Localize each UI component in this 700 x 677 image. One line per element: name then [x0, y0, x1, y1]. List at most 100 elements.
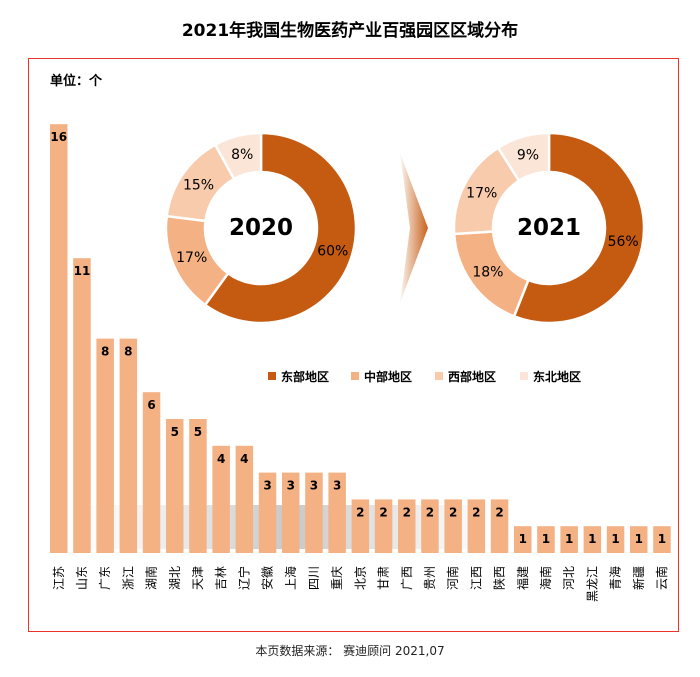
donut-slice-label: 8% — [231, 147, 253, 163]
bar-山东 — [73, 258, 91, 553]
legend-label: 西部地区 — [448, 369, 496, 384]
category-label: 重庆 — [330, 566, 344, 590]
bar-value-label: 5 — [194, 425, 202, 439]
category-label: 甘肃 — [377, 566, 391, 590]
donut-slice-东北地区 — [496, 131, 551, 183]
bar-value-label: 8 — [124, 345, 132, 359]
bar-广东 — [96, 338, 114, 553]
bar-value-label: 3 — [333, 479, 341, 493]
bar-安徽 — [258, 472, 277, 553]
bar-value-label: 2 — [403, 505, 411, 519]
bar-value-label: 3 — [263, 479, 271, 493]
category-label: 江西 — [469, 566, 483, 590]
category-label: 河南 — [445, 566, 460, 590]
bar-新疆 — [630, 526, 648, 553]
category-label: 江苏 — [52, 566, 66, 590]
donut-slice-label: 17% — [176, 250, 207, 266]
donut-slice-东部地区 — [512, 131, 646, 325]
donut-slice-东部地区 — [203, 131, 358, 325]
bar-value-label: 16 — [50, 130, 67, 144]
category-label: 广东 — [98, 566, 112, 590]
bar-series: 16江苏11山东8广东8浙江6湖南5湖北5天津4吉林4辽宁3安徽3上海3四川3重… — [50, 124, 671, 602]
legend-label: 东北地区 — [533, 369, 581, 384]
category-label: 湖北 — [167, 566, 182, 590]
bar-北京 — [351, 499, 370, 553]
donut-2021: 56% 18% 17% 9% 2021 — [452, 131, 646, 325]
legend-swatch — [435, 372, 443, 380]
category-label: 北京 — [353, 566, 367, 590]
bar-青海 — [606, 526, 625, 553]
bar-黑龙江 — [583, 526, 602, 553]
bar-value-label: 1 — [635, 532, 643, 546]
bar-湖北 — [166, 419, 184, 553]
donut-slice-label: 18% — [472, 264, 503, 280]
chart-title: 2021年我国生物医药产业百强园区区域分布 — [181, 21, 519, 41]
bar-河南 — [444, 499, 462, 553]
category-label: 海南 — [538, 566, 553, 590]
legend-swatch — [520, 372, 528, 380]
bar-value-label: 4 — [217, 452, 225, 466]
bar-吉林 — [212, 445, 230, 553]
chart-frame — [28, 58, 679, 632]
bar-value-label: 1 — [588, 532, 596, 546]
bar-江苏 — [50, 124, 68, 553]
legend-label: 东部地区 — [281, 369, 329, 384]
legend-label: 中部地区 — [364, 369, 412, 384]
bar-云南 — [653, 526, 671, 553]
bar-天津 — [189, 419, 207, 553]
donut-slice-label: 56% — [608, 234, 639, 250]
legend-swatch — [351, 372, 359, 380]
donut-center-year: 2020 — [229, 215, 293, 241]
donut-slice-label: 9% — [517, 147, 539, 163]
donut-2020: 60% 17% 15% 8% 2020 — [164, 131, 358, 325]
category-label: 陕西 — [492, 566, 507, 590]
bar-value-label: 1 — [565, 532, 573, 546]
bar-贵州 — [421, 499, 439, 553]
donut-slice-东北地区 — [213, 131, 263, 181]
bar-广西 — [398, 499, 416, 553]
bar-陕西 — [490, 499, 509, 553]
bar-四川 — [305, 472, 323, 553]
category-label: 上海 — [283, 566, 298, 590]
source-note: 本页数据来源： 赛迪顾问 2021,07 — [255, 644, 445, 658]
bar-value-label: 6 — [147, 398, 155, 412]
bar-海南 — [537, 526, 555, 553]
category-label: 新疆 — [631, 566, 646, 590]
donut-slice-label: 15% — [183, 178, 214, 194]
category-label: 安徽 — [260, 566, 275, 590]
bar-甘肃 — [374, 499, 393, 553]
bar-value-label: 1 — [519, 532, 527, 546]
category-label: 广西 — [400, 566, 414, 590]
donut-slice-label: 17% — [466, 186, 497, 202]
category-label: 湖南 — [144, 566, 159, 590]
bar-value-label: 3 — [310, 479, 318, 493]
category-label: 辽宁 — [236, 566, 251, 590]
bar-湖南 — [142, 392, 161, 553]
bar-重庆 — [328, 472, 346, 553]
unit-label: 单位：个 — [50, 74, 103, 89]
legend-swatch — [268, 372, 276, 380]
arrow-icon — [400, 153, 428, 303]
category-label: 吉林 — [214, 566, 228, 590]
bar-value-label: 2 — [472, 505, 480, 519]
bar-value-label: 2 — [379, 505, 387, 519]
bar-value-label: 11 — [74, 264, 91, 278]
category-label: 福建 — [515, 566, 530, 590]
category-label: 天津 — [191, 566, 205, 590]
bar-value-label: 5 — [171, 425, 179, 439]
donut-charts: 60% 17% 15% 8% 2020 56% 18% 17% 9% 2021 — [164, 131, 646, 325]
legend: 东部地区 中部地区 西部地区 东北地区 — [268, 369, 581, 384]
category-label: 云南 — [654, 566, 669, 590]
category-label: 黑龙江 — [585, 566, 599, 602]
bar-上海 — [282, 472, 300, 553]
donut-center-year: 2021 — [517, 215, 581, 241]
category-label: 河北 — [562, 566, 576, 590]
bar-value-label: 2 — [495, 505, 503, 519]
bar-福建 — [514, 526, 532, 553]
bar-value-label: 2 — [449, 505, 457, 519]
category-label: 山东 — [75, 566, 89, 590]
bar-value-label: 3 — [287, 479, 295, 493]
bar-value-label: 1 — [611, 532, 619, 546]
bar-辽宁 — [235, 445, 254, 553]
